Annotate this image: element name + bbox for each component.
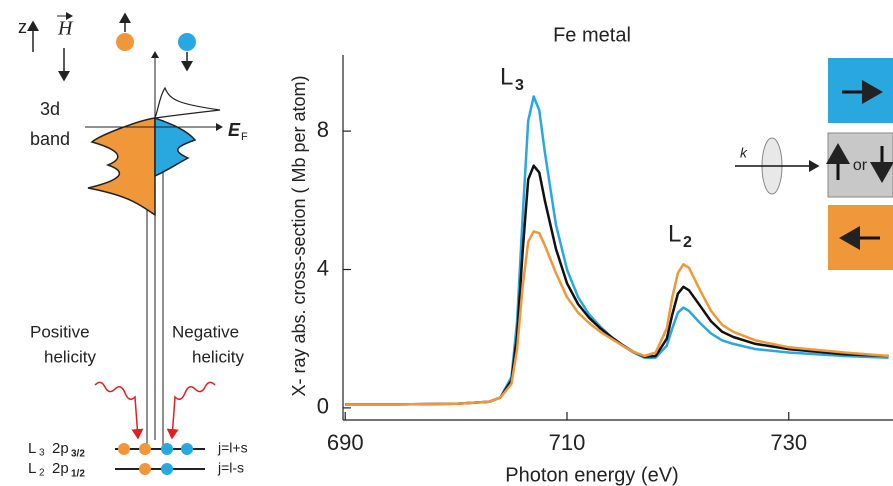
photon-negative [166,381,216,440]
j-label: j=l+s [217,440,248,456]
positive-label: Positive [30,322,90,341]
z-label: z [18,17,27,37]
annotation-sub: 3 [515,77,524,94]
band-label: band [30,129,70,149]
y-tick-label: 8 [317,117,329,142]
edge-label: L [28,440,36,457]
series-line [345,164,889,406]
orbital-sub: 1/2 [71,469,85,480]
photon-positive [94,381,144,440]
orbital-sub: 3/2 [71,449,85,460]
band-label: 3d [40,99,60,119]
core-electron [181,443,193,455]
x-tick-label: 710 [549,430,586,455]
legend: or k [735,58,893,270]
x-axis-label: Photon energy (eV) [505,464,678,486]
orbital-label: 2p [52,440,69,457]
x-tick-label: 730 [770,430,807,455]
core-electron [161,443,173,455]
y-tick-label: 4 [317,255,329,280]
series-line [345,95,889,406]
y-tick-label: 0 [317,394,329,419]
core-electron [139,463,151,475]
negative-label: Negative [172,322,239,341]
orbital-label: 2p [52,460,69,477]
fermi-label: E [228,120,241,140]
blue-electron [178,33,196,51]
field-label: H [57,18,74,40]
dos-up [87,117,156,217]
k-label: k [740,145,748,161]
edge-label: L [28,460,36,477]
legend-or: or [853,157,868,174]
series-line [345,230,889,406]
orange-electron [116,33,134,51]
fermi-sub: F [241,131,248,143]
core-electron [161,463,173,475]
annotation: L [668,220,681,247]
chart-title: Fe metal [553,24,631,46]
edge-sub: 3 [39,448,45,459]
core-electron [139,443,151,455]
annotation-sub: 2 [683,234,692,251]
diagram: z H E F 3d band Positive helicity Negati… [18,12,248,480]
j-label: j=l-s [217,460,244,476]
annotation: L [500,63,513,90]
negative-label: helicity [192,347,244,366]
edge-sub: 2 [39,468,45,479]
y-axis-label: X- ray abs. cross-section ( Mb per atom) [289,75,309,396]
dos-empty [154,86,221,119]
core-electron [118,443,130,455]
dos-down [154,116,197,178]
positive-label: helicity [44,347,96,366]
x-tick-label: 690 [327,430,364,455]
